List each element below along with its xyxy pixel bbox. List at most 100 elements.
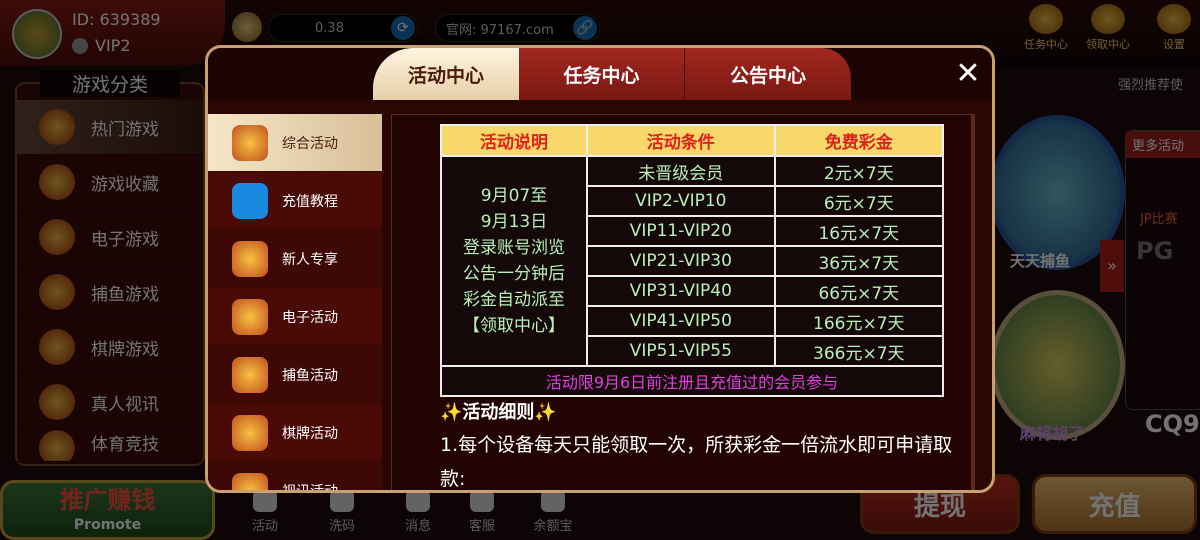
menu-label: 充值教程 <box>282 193 338 210</box>
game-fishing-label: 天天捕鱼 <box>1010 252 1071 270</box>
menu-label: 棋牌活动 <box>282 425 338 442</box>
game-mahjong[interactable] <box>990 290 1125 440</box>
category-favorites[interactable]: 游戏收藏 <box>17 155 203 210</box>
website-text: 官网: 97167.com <box>446 22 554 38</box>
balance-field: 0.38 ⟳ <box>268 14 418 42</box>
category-fishing[interactable]: 捕鱼游戏 <box>17 265 203 320</box>
claim-center-button[interactable]: 领取中心 <box>1080 4 1136 52</box>
treasure-icon <box>1029 4 1063 34</box>
settings-button[interactable]: 设置 <box>1146 4 1200 52</box>
roulette-icon <box>232 472 268 490</box>
nav-savings[interactable]: 余额宝 <box>523 490 583 534</box>
menu-fishing[interactable]: 捕鱼活动 <box>208 346 382 404</box>
tether-icon <box>232 182 268 219</box>
description-line: 9月07至 <box>480 186 548 206</box>
withdraw-label: 提现 <box>913 491 966 522</box>
table-note-row: 活动限9月6日前注册且充值过的会员参与 <box>440 365 944 397</box>
category-live[interactable]: 真人视讯 <box>17 375 203 430</box>
vip-level: VIP2 <box>95 36 131 55</box>
category-label: 体育竞技 <box>91 435 159 455</box>
condition-cell: VIP21-VIP30 <box>586 245 776 277</box>
menu-cards[interactable]: 棋牌活动 <box>208 404 382 462</box>
cards-icon <box>232 240 268 277</box>
balance-value: 0.38 <box>315 20 344 36</box>
deposit-button[interactable]: 充值 <box>1032 474 1197 534</box>
message-icon <box>406 490 430 512</box>
menu-slots[interactable]: 电子活动 <box>208 288 382 346</box>
menu-newcomer[interactable]: 新人专享 <box>208 230 382 288</box>
nav-support[interactable]: 客服 <box>452 490 512 534</box>
rules-title: ✨活动细则✨ <box>440 402 557 423</box>
task-center-button[interactable]: 任务中心 <box>1018 4 1074 52</box>
gift-icon <box>253 490 277 512</box>
rules-text: 1.每个设备每天只能领取一次，所获彩金一倍流水即可申请取款: <box>440 434 953 490</box>
modal-tabs: 活动中心 任务中心 公告中心 ✕ <box>208 48 992 100</box>
nav-label: 余额宝 <box>533 519 573 534</box>
reward-table: 活动说明 活动条件 免费彩金 9月07至 9月13日 登录账号浏览 公告一分钟后… <box>440 124 945 397</box>
game-mahjong-label: 麻将胡了 <box>1020 424 1085 443</box>
eligibility-note: 活动限9月6日前注册且充值过的会员参与 <box>440 365 944 397</box>
chevron-right-icon[interactable]: » <box>1100 240 1124 292</box>
content-scrollbar[interactable] <box>971 114 975 490</box>
slot-machine-icon <box>232 298 268 335</box>
headset-icon <box>470 490 494 512</box>
table-row: VIP11-VIP20 16元×7天 <box>441 215 945 247</box>
menu-label: 视讯活动 <box>282 483 338 493</box>
activity-description: 9月07至 9月13日 登录账号浏览 公告一分钟后 彩金自动派至 【领取中心】 <box>440 155 588 367</box>
chips-icon <box>330 490 354 512</box>
crown-cushion-icon <box>232 124 268 161</box>
link-icon[interactable]: 🔗 <box>573 16 597 40</box>
table-row: VIP41-VIP50 166元×7天 <box>441 305 945 337</box>
promote-button[interactable]: 推广赚钱 Promote <box>0 480 215 540</box>
cq9-label: CQ9 <box>1145 410 1200 438</box>
category-hot[interactable]: 热门游戏 <box>17 100 203 155</box>
coin-icon <box>232 12 262 42</box>
category-slots[interactable]: 电子游戏 <box>17 210 203 265</box>
description-line: 彩金自动派至 <box>463 290 565 310</box>
tab-task-center[interactable]: 任务中心 <box>519 48 685 100</box>
table-row: VIP2-VIP10 6元×7天 <box>441 185 945 217</box>
condition-cell: 未晋级会员 <box>586 155 776 187</box>
header-description: 活动说明 <box>440 124 588 157</box>
activity-content: 活动说明 活动条件 免费彩金 9月07至 9月13日 登录账号浏览 公告一分钟后… <box>391 114 973 490</box>
menu-general[interactable]: 综合活动 <box>208 114 382 172</box>
menu-label: 捕鱼活动 <box>282 367 338 384</box>
close-icon[interactable]: ✕ <box>955 56 981 91</box>
description-line: 【领取中心】 <box>463 316 565 336</box>
description-line: 9月13日 <box>480 212 548 232</box>
nav-activity[interactable]: 活动 <box>235 490 295 534</box>
pg-label: PG <box>1136 237 1174 265</box>
lion-icon <box>1091 4 1125 34</box>
vip-badge-icon <box>72 38 88 54</box>
nav-rebate[interactable]: 洗码 <box>312 490 372 534</box>
category-label: 热门游戏 <box>91 119 159 140</box>
more-activities-panel[interactable]: 更多活动 JP比赛 PG <box>1125 130 1200 410</box>
category-label: 棋牌游戏 <box>91 339 159 360</box>
claim-center-label: 领取中心 <box>1086 38 1130 51</box>
fish-icon <box>232 356 268 393</box>
category-sports[interactable]: 体育竞技 <box>17 430 203 462</box>
avatar[interactable] <box>12 9 62 59</box>
category-cards[interactable]: 棋牌游戏 <box>17 320 203 375</box>
refresh-icon[interactable]: ⟳ <box>391 16 415 40</box>
category-label: 真人视讯 <box>91 394 159 415</box>
deposit-label: 充值 <box>1088 491 1141 522</box>
hot-icon <box>39 109 75 145</box>
category-label: 捕鱼游戏 <box>91 284 159 305</box>
table-row: VIP51-VIP55 366元×7天 <box>441 335 945 367</box>
website-field: 官网: 97167.com 🔗 <box>435 14 600 42</box>
slot-machine-icon <box>39 219 75 255</box>
tab-activity-center[interactable]: 活动中心 <box>373 48 519 100</box>
nav-messages[interactable]: 消息 <box>388 490 448 534</box>
profile-panel[interactable]: ID: 639389 VIP2 <box>0 0 225 66</box>
description-line: 公告一分钟后 <box>463 264 565 284</box>
nav-label: 客服 <box>468 519 495 534</box>
menu-live[interactable]: 视讯活动 <box>208 462 382 493</box>
menu-deposit-tutorial[interactable]: 充值教程 <box>208 172 382 230</box>
header-condition: 活动条件 <box>586 124 776 157</box>
jp-contest-label: JP比赛 <box>1140 212 1178 227</box>
tab-announcement-center[interactable]: 公告中心 <box>685 48 851 100</box>
recommend-text: 强烈推荐使 <box>1118 78 1184 93</box>
task-center-label: 任务中心 <box>1024 38 1068 51</box>
category-label: 游戏收藏 <box>91 174 159 195</box>
